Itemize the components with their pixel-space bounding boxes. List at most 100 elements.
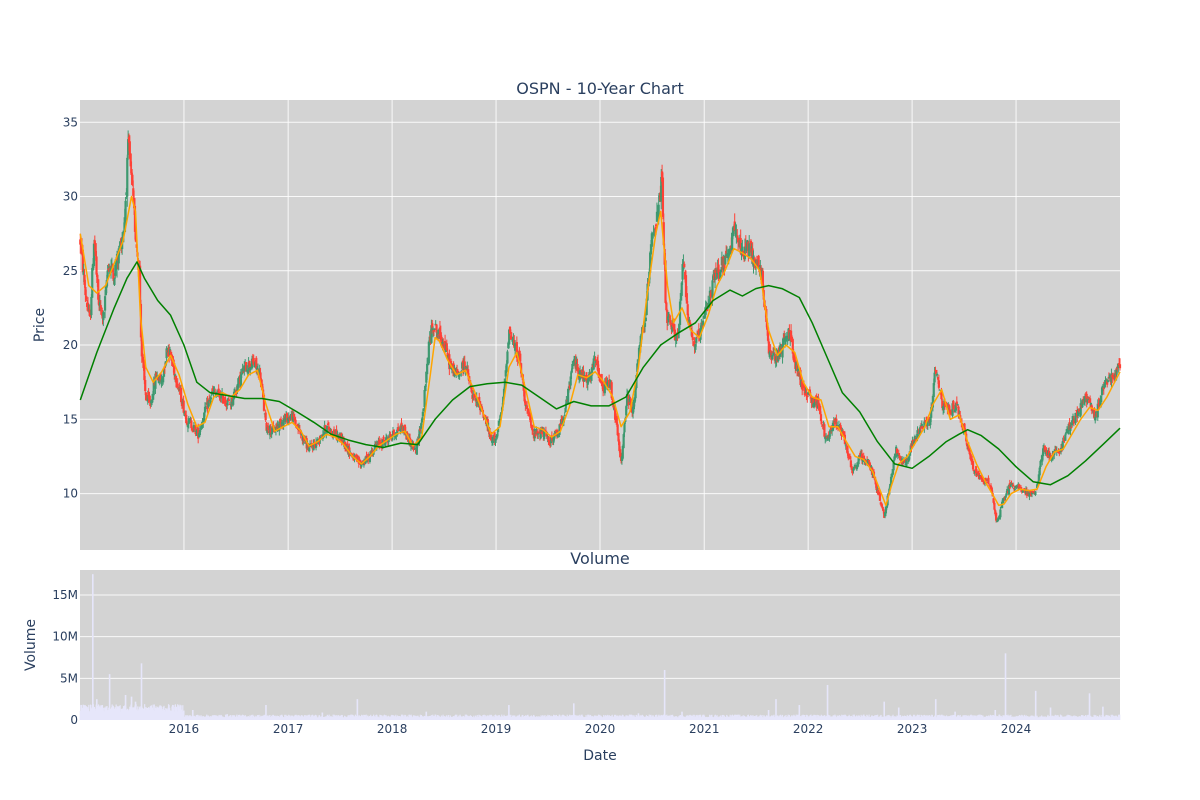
candle-body bbox=[211, 388, 214, 392]
volume-bar bbox=[83, 710, 85, 720]
candle-body bbox=[664, 260, 667, 303]
candle-body bbox=[103, 312, 106, 314]
candle-body bbox=[654, 227, 657, 229]
candle-body bbox=[514, 343, 517, 351]
candle-body bbox=[938, 389, 941, 391]
candle-body bbox=[102, 312, 105, 321]
candle-body bbox=[545, 432, 548, 437]
candle-body bbox=[693, 340, 696, 348]
candle-body bbox=[731, 227, 735, 237]
candle-body bbox=[643, 322, 647, 327]
volume-bar bbox=[1049, 707, 1052, 720]
candle-body bbox=[655, 211, 659, 222]
candle-body bbox=[913, 441, 916, 444]
candle-body bbox=[209, 400, 212, 402]
candle-body bbox=[967, 445, 970, 452]
candle-body bbox=[270, 432, 273, 435]
volume-bar bbox=[663, 670, 666, 720]
candle-body bbox=[134, 228, 137, 242]
candle-body bbox=[956, 404, 959, 405]
candle-body bbox=[616, 424, 619, 436]
candle-body bbox=[291, 413, 295, 423]
volume-bar bbox=[681, 711, 683, 720]
candle-body bbox=[1009, 484, 1012, 487]
candle-body bbox=[475, 397, 478, 403]
candle-body bbox=[649, 244, 653, 255]
ma-short-line bbox=[79, 195, 1121, 507]
candle-body bbox=[537, 433, 540, 435]
candle-body bbox=[326, 423, 330, 426]
candle-body bbox=[1004, 496, 1007, 499]
candle-body bbox=[708, 290, 712, 306]
candle-body bbox=[729, 245, 732, 254]
candle-body bbox=[378, 439, 381, 447]
candle-body bbox=[208, 398, 211, 400]
candle-body bbox=[104, 285, 108, 296]
x-tick: 2024 bbox=[1001, 722, 1032, 736]
candle-body bbox=[662, 222, 665, 246]
candle-body bbox=[767, 341, 770, 354]
candle-body bbox=[1079, 403, 1082, 416]
volume-bar bbox=[798, 705, 801, 720]
candle-body bbox=[403, 424, 407, 434]
candle-body bbox=[1086, 398, 1089, 403]
candle-body bbox=[83, 274, 86, 285]
candle-body bbox=[227, 399, 231, 401]
candle-body bbox=[781, 345, 784, 358]
candle-body bbox=[1048, 453, 1052, 457]
volume-y-tick: 0 bbox=[70, 713, 78, 727]
candle-body bbox=[1106, 380, 1110, 382]
candle-body bbox=[1038, 467, 1041, 476]
candle-body bbox=[724, 255, 727, 265]
candle-body bbox=[1001, 498, 1005, 503]
volume-bar bbox=[435, 714, 437, 720]
candle-body bbox=[496, 427, 500, 433]
candle-body bbox=[316, 438, 319, 442]
candle-body bbox=[531, 429, 535, 432]
candle-body bbox=[510, 337, 513, 339]
candle-body bbox=[881, 507, 884, 509]
candle-body bbox=[112, 273, 115, 281]
candle-body bbox=[107, 268, 110, 271]
candle-body bbox=[1045, 449, 1048, 453]
candle-body bbox=[1071, 420, 1074, 426]
candle-body bbox=[432, 329, 436, 332]
candle-body bbox=[805, 392, 808, 397]
candle-body bbox=[868, 462, 871, 468]
candle-body bbox=[951, 403, 954, 416]
candle-body bbox=[919, 427, 923, 429]
candle-body bbox=[999, 509, 1002, 518]
volume-bar bbox=[265, 705, 267, 720]
candle-body bbox=[994, 510, 997, 515]
price-y-tick-labels: 10 15 20 25 30 35 bbox=[63, 115, 78, 500]
candle-body bbox=[1087, 397, 1090, 400]
candle-body bbox=[731, 232, 734, 251]
candle-body bbox=[1071, 417, 1075, 422]
candle-body bbox=[160, 379, 163, 384]
volume-bar bbox=[96, 699, 98, 720]
candle-body bbox=[540, 430, 543, 434]
candle-body bbox=[246, 371, 249, 374]
volume-bar bbox=[1004, 653, 1007, 720]
candle-body bbox=[420, 423, 423, 429]
candle-body bbox=[217, 388, 220, 393]
price-y-axis-title: Price bbox=[32, 308, 48, 342]
candle-body bbox=[185, 414, 188, 424]
candle-body bbox=[197, 433, 201, 438]
candle-body bbox=[213, 390, 216, 393]
candle-body bbox=[725, 250, 728, 254]
candle-body bbox=[799, 369, 802, 386]
candle-body bbox=[174, 376, 178, 383]
candle-body bbox=[1075, 410, 1078, 411]
candle-body bbox=[252, 358, 255, 365]
candle-body bbox=[531, 427, 534, 431]
candle-body bbox=[1030, 493, 1033, 497]
candle-body bbox=[1070, 427, 1073, 429]
candle-body bbox=[691, 337, 694, 341]
candle-body bbox=[955, 401, 958, 406]
candle-body bbox=[914, 438, 917, 442]
candle-body bbox=[1077, 409, 1081, 412]
candle-body bbox=[909, 445, 912, 453]
candle-body bbox=[241, 368, 244, 374]
candle-body bbox=[269, 428, 272, 435]
